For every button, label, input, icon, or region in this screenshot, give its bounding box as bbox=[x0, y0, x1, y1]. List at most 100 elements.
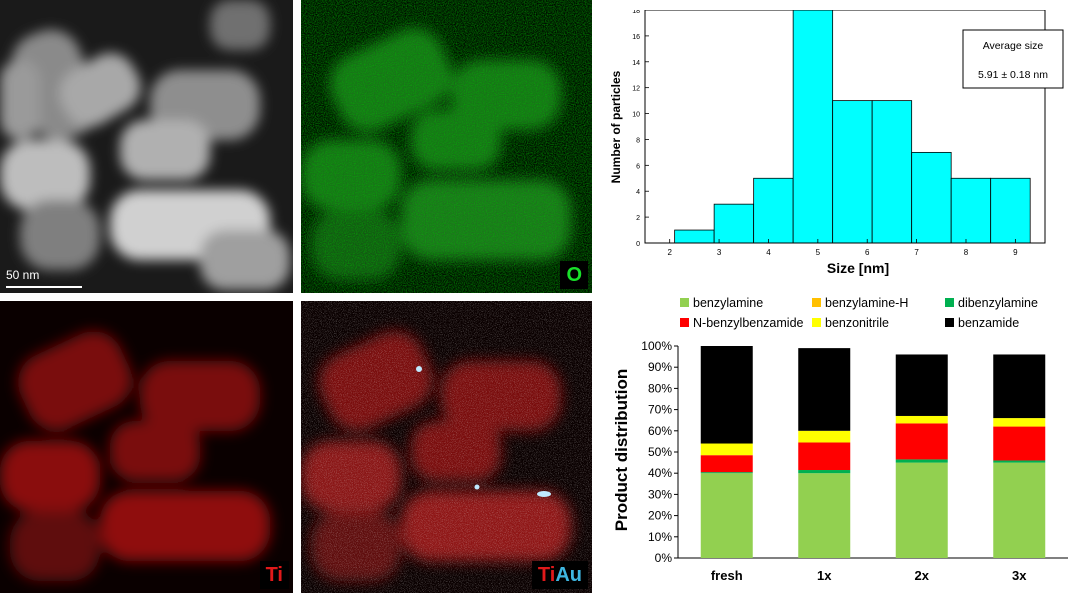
titanium-eds-map: Ti bbox=[0, 301, 293, 593]
histogram-ticks: 2 3 4 5 6 7 8 9 0 2 4 6 8 10 12 14 16 18 bbox=[632, 8, 1018, 257]
titanium-map-image bbox=[0, 301, 293, 593]
y-tick-label: 18 bbox=[632, 10, 640, 15]
y-tick-label: 16 bbox=[632, 34, 640, 41]
x-tick-label: 7 bbox=[914, 248, 919, 257]
histogram-svg: 2 3 4 5 6 7 8 9 0 2 4 6 8 10 12 14 16 18 Average size 5.9… bbox=[609, 8, 1064, 276]
bar-segment bbox=[993, 462, 1046, 558]
legend-label: N-benzylbenzamide bbox=[693, 316, 804, 330]
haadf-image bbox=[0, 0, 293, 293]
x-tick-label: 8 bbox=[964, 248, 969, 257]
y-tick-label: 0 bbox=[636, 241, 640, 248]
bar-segment bbox=[798, 348, 851, 431]
bar-segment bbox=[798, 470, 851, 474]
bar-segment bbox=[895, 423, 948, 460]
y-tick-label: 12 bbox=[632, 86, 640, 93]
legend-swatch bbox=[945, 298, 954, 307]
y-tick-label: 80% bbox=[648, 381, 672, 395]
y-tick-label: 10% bbox=[648, 530, 672, 544]
y-tick-label: 8 bbox=[636, 137, 640, 144]
y-tick-label: 4 bbox=[636, 189, 640, 196]
titanium-gold-eds-map: TiAu bbox=[301, 301, 592, 593]
bar-segment bbox=[700, 443, 753, 456]
ti-label: Ti bbox=[537, 564, 556, 586]
legend-label: dibenzylamine bbox=[958, 296, 1038, 310]
legend-item: benzonitrile bbox=[812, 316, 889, 330]
legend-label: benzamide bbox=[958, 316, 1020, 330]
y-tick-label: 30% bbox=[648, 487, 672, 501]
oxygen-label: O bbox=[560, 261, 588, 289]
particle-size-histogram: 2 3 4 5 6 7 8 9 0 2 4 6 8 10 12 14 16 18 Average size 5.9… bbox=[600, 8, 1078, 290]
x-tick-label: 6 bbox=[865, 248, 870, 257]
x-tick-label: 5 bbox=[816, 248, 821, 257]
legend-item: N-benzylbenzamide bbox=[680, 316, 803, 330]
histogram-frame bbox=[644, 9, 1046, 244]
bar-segment bbox=[895, 415, 948, 424]
histogram-bar bbox=[950, 177, 992, 244]
legend-item: benzamide bbox=[945, 316, 1019, 330]
category-label: fresh bbox=[711, 568, 743, 583]
stacked-bar-axis: 0% 10% 20% 30% 40% 50% 60% 70% 80% 90% 100% fresh 1x… bbox=[641, 339, 1068, 583]
legend-label: benzylamine bbox=[693, 296, 764, 310]
x-tick-label: 2 bbox=[667, 248, 672, 257]
bar-segment bbox=[895, 354, 948, 416]
y-tick-label: 90% bbox=[648, 360, 672, 374]
titanium-gold-label: TiAu bbox=[531, 561, 588, 589]
y-tick-label: 70% bbox=[648, 403, 672, 417]
gold-particles bbox=[416, 366, 551, 497]
legend-item: benzylamine-H bbox=[812, 296, 908, 310]
bar-segment bbox=[700, 346, 753, 444]
histogram-bar bbox=[832, 100, 873, 244]
legend-swatch bbox=[945, 318, 954, 327]
category-label: 2x bbox=[915, 568, 930, 583]
histogram-bar bbox=[674, 229, 715, 244]
y-tick-label: 14 bbox=[632, 60, 640, 67]
bar-segment bbox=[895, 462, 948, 558]
legend-item: dibenzylamine bbox=[945, 296, 1038, 310]
y-tick-label: 40% bbox=[648, 466, 672, 480]
y-tick-label: 60% bbox=[648, 424, 672, 438]
average-size-title: Average size bbox=[983, 40, 1044, 52]
category-label: 1x bbox=[817, 568, 832, 583]
stacked-y-label: Product distribution bbox=[612, 369, 631, 531]
x-tick-label: 3 bbox=[717, 248, 722, 257]
bar-segment bbox=[700, 473, 753, 558]
y-tick-label: 6 bbox=[636, 163, 640, 170]
y-tick-label: 10 bbox=[632, 112, 640, 119]
scale-bar bbox=[6, 286, 82, 288]
y-tick-label: 0% bbox=[655, 551, 673, 565]
average-size-box: Average size 5.91 ± 0.18 nm bbox=[962, 29, 1064, 89]
x-tick-label: 9 bbox=[1013, 248, 1018, 257]
y-tick-label: 20% bbox=[648, 509, 672, 523]
histogram-bar bbox=[753, 177, 794, 244]
scale-bar-label: 50 nm bbox=[6, 268, 40, 282]
bar-segment bbox=[798, 473, 851, 558]
x-tick-label: 4 bbox=[766, 248, 771, 257]
legend-item: benzylamine bbox=[680, 296, 763, 310]
legend-swatch bbox=[812, 318, 821, 327]
legend-swatch bbox=[680, 318, 689, 327]
histogram-y-label: Number of particles bbox=[609, 70, 623, 183]
bar-segment bbox=[700, 455, 753, 473]
legend-label: benzylamine-H bbox=[825, 296, 909, 310]
titanium-label: Ti bbox=[259, 561, 289, 589]
histogram-bar bbox=[911, 151, 952, 244]
bar-segment bbox=[993, 354, 1046, 419]
legend-swatch bbox=[680, 298, 689, 307]
legend-label: benzonitrile bbox=[825, 316, 889, 330]
histogram-bars bbox=[674, 9, 1031, 244]
y-tick-label: 100% bbox=[641, 339, 672, 353]
average-size-value: 5.91 ± 0.18 nm bbox=[978, 69, 1048, 81]
bar-segment bbox=[700, 472, 753, 474]
bar-segment bbox=[895, 459, 948, 463]
histogram-bar bbox=[871, 100, 913, 244]
oxygen-eds-map: O bbox=[301, 0, 592, 293]
bar-segment bbox=[798, 430, 851, 443]
haadf-micrograph: 50 nm bbox=[0, 0, 293, 293]
histogram-bar bbox=[990, 177, 1031, 244]
histogram-bar bbox=[792, 9, 834, 244]
bar-segment bbox=[993, 460, 1046, 463]
bar-segment bbox=[798, 442, 851, 471]
category-label: 3x bbox=[1012, 568, 1027, 583]
bar-segment bbox=[993, 426, 1046, 461]
bar-segment bbox=[993, 418, 1046, 427]
